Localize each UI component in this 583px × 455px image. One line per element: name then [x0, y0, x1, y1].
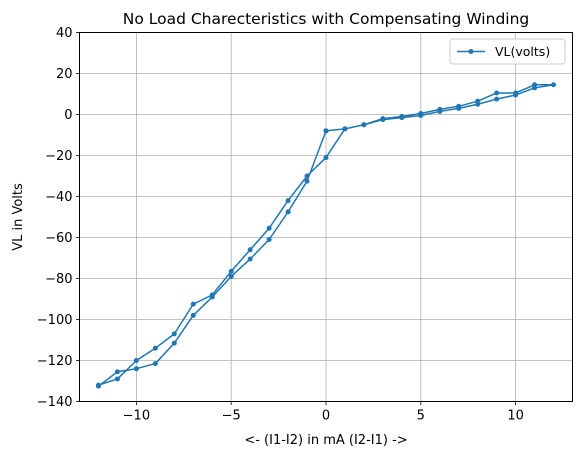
data-point — [152, 345, 158, 351]
data-point — [247, 247, 253, 253]
chart-title: No Load Charecteristics with Compensatin… — [123, 10, 530, 28]
data-point — [228, 268, 234, 274]
data-point — [494, 90, 500, 96]
data-point — [494, 96, 500, 102]
x-tick-label: 5 — [417, 409, 425, 424]
data-point — [304, 173, 310, 179]
legend-box — [449, 38, 566, 65]
y-tick-label: −100 — [37, 313, 73, 328]
series-lines — [95, 82, 557, 389]
legend-label: VL(volts) — [495, 44, 550, 59]
data-point — [418, 113, 424, 119]
data-point — [95, 383, 101, 389]
data-point — [437, 108, 443, 114]
y-axis-label: VL in Volts — [11, 183, 26, 251]
data-point — [456, 105, 462, 111]
data-point — [190, 301, 196, 307]
data-point — [551, 82, 557, 88]
data-point — [342, 126, 348, 132]
x-tick-label: 0 — [322, 409, 330, 424]
data-point — [190, 312, 196, 318]
data-point — [323, 128, 329, 134]
grid — [79, 32, 573, 402]
data-point — [361, 122, 367, 128]
y-tick-label: −60 — [45, 231, 72, 246]
legend: VL(volts) — [449, 38, 566, 65]
legend-marker-sample — [468, 49, 474, 54]
data-point — [285, 198, 291, 204]
x-axis-label: <- (I1-I2) in mA (I2-I1) -> — [244, 433, 407, 448]
data-point — [513, 92, 519, 98]
y-tick-label: 20 — [56, 67, 73, 82]
data-point — [380, 117, 386, 123]
data-point — [247, 256, 253, 262]
data-point — [399, 115, 405, 121]
data-point — [475, 101, 481, 107]
data-point — [532, 85, 538, 91]
data-point — [304, 178, 310, 184]
y-tick-label: −80 — [45, 272, 72, 287]
x-tick-label: −10 — [123, 409, 150, 424]
data-point — [152, 361, 158, 367]
y-tick-label: −120 — [37, 354, 73, 369]
data-point — [114, 376, 120, 382]
y-axis: −140 −120 −100 −80 −60 −40 −20 0 20 40 — [37, 26, 80, 410]
x-tick-label: 10 — [507, 409, 524, 424]
y-tick-label: 40 — [56, 26, 73, 41]
data-point — [323, 155, 329, 161]
y-tick-label: −40 — [45, 190, 72, 205]
y-tick-label: 0 — [64, 108, 72, 123]
data-point — [171, 331, 177, 337]
data-point — [209, 294, 215, 300]
data-point — [114, 369, 120, 375]
data-point — [228, 273, 234, 279]
y-tick-label: −140 — [37, 395, 73, 410]
data-point — [266, 237, 272, 243]
data-point — [285, 209, 291, 215]
data-point — [266, 225, 272, 231]
data-point — [171, 340, 177, 346]
x-tick-label: −5 — [222, 409, 241, 424]
y-tick-label: −20 — [45, 149, 72, 164]
data-point — [133, 366, 139, 372]
x-axis: −10 −5 0 5 10 — [123, 401, 524, 424]
data-point — [133, 358, 139, 363]
